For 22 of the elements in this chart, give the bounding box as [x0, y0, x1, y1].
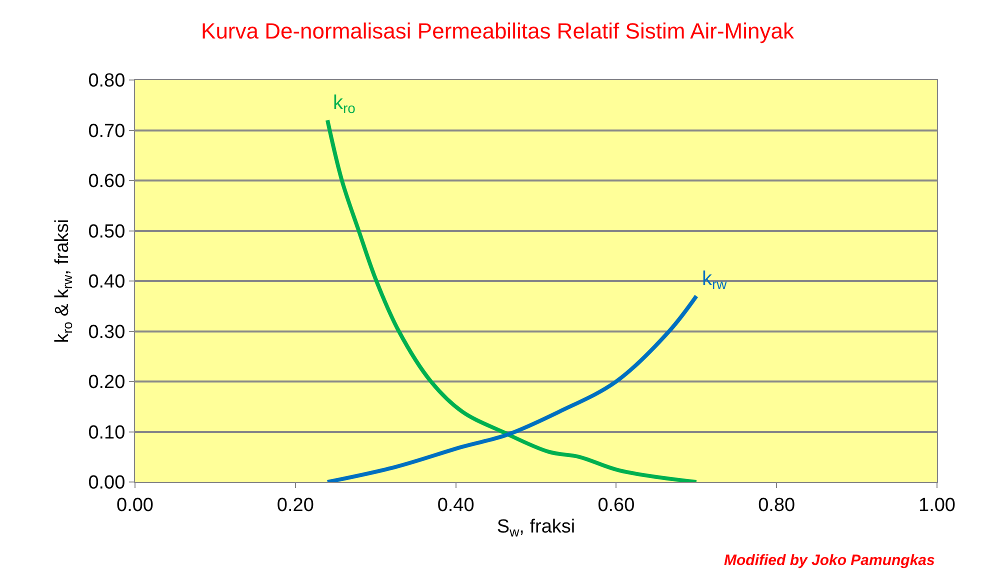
y-tick-label: 0.50 — [88, 221, 126, 242]
x-tick-label: 0.20 — [276, 494, 314, 516]
y-tick-label: 0.40 — [88, 272, 126, 293]
y-tick-label: 0.80 — [88, 70, 126, 92]
text: Modified by Joko Pamungkas — [724, 552, 935, 569]
y-tick-label: 0.30 — [88, 322, 126, 343]
series-label: k$_{rw}$ — [702, 268, 728, 292]
x-tick-label: 0.80 — [758, 494, 796, 516]
y-tick-label: 0.00 — [88, 472, 126, 494]
y-tick-label: 0.70 — [88, 120, 126, 142]
x-tick-label: 0.00 — [116, 494, 154, 516]
x-tick-label: 1.00 — [918, 494, 956, 516]
series-label: k$_{ro}$ — [333, 92, 356, 116]
y-tick-label: 0.60 — [88, 171, 126, 192]
line-series — [325, 294, 698, 482]
x-tick-label: 0.60 — [598, 494, 635, 516]
y-tick-label: 0.20 — [88, 372, 126, 394]
x-axis-title: S$_{w}$, fraksi — [496, 516, 576, 540]
y-tick-label: 0.10 — [88, 422, 126, 444]
x-tick-label: 0.40 — [437, 494, 474, 516]
chart-title: Kurva De-normalisasi Permeabilitas Relatif Sistim Air-Minyak — [201, 18, 795, 44]
line-series — [325, 118, 698, 482]
